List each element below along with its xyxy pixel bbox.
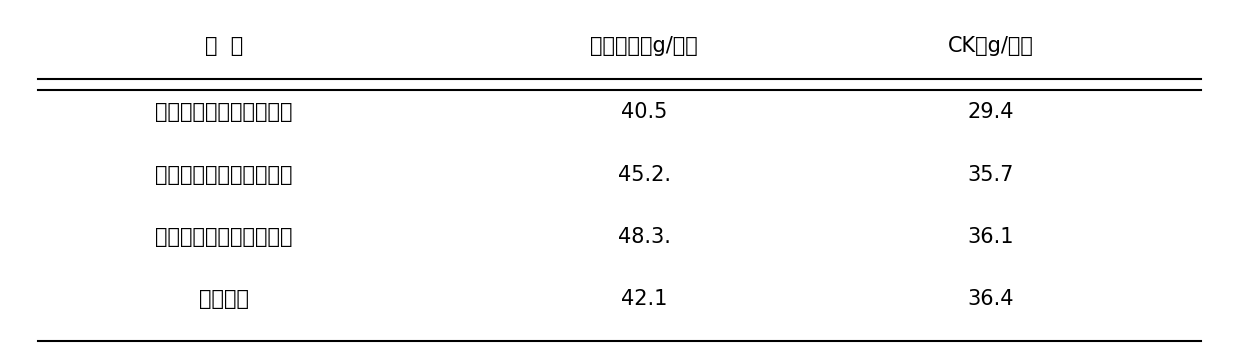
Text: 地上部分（第三次刈割）: 地上部分（第三次刈割） — [155, 227, 292, 247]
Text: 48.3.: 48.3. — [618, 227, 670, 247]
Text: 部  位: 部 位 — [204, 36, 243, 57]
Text: 40.5: 40.5 — [621, 102, 668, 122]
Text: 42.1: 42.1 — [621, 289, 668, 309]
Text: 地上部分（第二次刈割）: 地上部分（第二次刈割） — [155, 164, 292, 185]
Text: 地上部分（第一次刈割）: 地上部分（第一次刈割） — [155, 102, 292, 122]
Text: 36.1: 36.1 — [968, 227, 1014, 247]
Text: 29.4: 29.4 — [968, 102, 1014, 122]
Text: 45.2.: 45.2. — [618, 164, 670, 185]
Text: 35.7: 35.7 — [968, 164, 1014, 185]
Text: 复合污染（g/盆）: 复合污染（g/盆） — [590, 36, 698, 57]
Text: 36.4: 36.4 — [968, 289, 1014, 309]
Text: CK（g/盆）: CK（g/盆） — [948, 36, 1033, 57]
Text: 地下部分: 地下部分 — [199, 289, 249, 309]
